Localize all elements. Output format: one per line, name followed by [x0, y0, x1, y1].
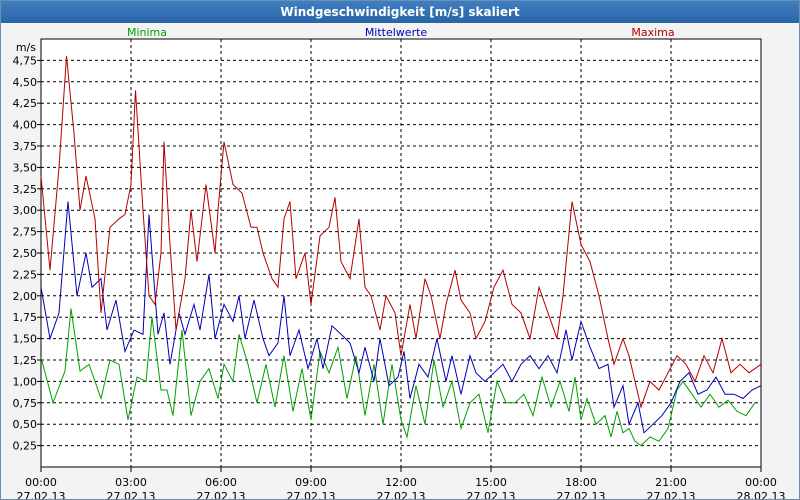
- series-lines: [40, 56, 762, 447]
- x-tick-time: 00:00: [745, 476, 777, 489]
- y-tick-label: 1,50: [13, 333, 38, 346]
- x-tick-time: 15:00: [475, 476, 507, 489]
- y-tick-label: 2,25: [13, 268, 38, 281]
- y-tick-label: 1,00: [13, 375, 38, 388]
- x-tick-time: 21:00: [655, 476, 687, 489]
- x-tick-date: 27.02.13: [197, 490, 246, 499]
- x-tick-date: 27.02.13: [557, 490, 606, 499]
- grid-lines: [41, 39, 761, 467]
- series-line-minima: [40, 308, 756, 447]
- y-tick-label: 3,50: [13, 161, 38, 174]
- y-tick-label: 4,00: [13, 119, 38, 132]
- x-tick-date: 27.02.13: [107, 490, 156, 499]
- y-tick-label: 3,00: [13, 204, 38, 217]
- y-tick-label: 1,75: [13, 311, 38, 324]
- x-tick-date: 27.02.13: [377, 490, 426, 499]
- x-tick-time: 18:00: [565, 476, 597, 489]
- x-tick-date: 28.02.13: [737, 490, 786, 499]
- x-tick-date: 27.02.13: [467, 490, 516, 499]
- line-chart: 0,25 0,50 0,75 1,00 1,25 1,50 1,75 2,00 2,25 2,50…: [13, 26, 786, 499]
- x-tick-time: 12:00: [385, 476, 417, 489]
- x-tick-time: 00:00: [25, 476, 57, 489]
- legend: Minima Mittelwerte Maxima: [127, 26, 675, 39]
- legend-item-minima: Minima: [127, 26, 167, 39]
- x-tick-date: 27.02.13: [647, 490, 696, 499]
- series-line-mittelwerte: [40, 201, 762, 434]
- legend-item-mittelwerte: Mittelwerte: [365, 26, 428, 39]
- chart-title: Windgeschwindigkeit [m/s] skaliert: [1, 1, 799, 23]
- y-tick-label: 4,75: [13, 54, 38, 67]
- x-tick-date: 27.02.13: [17, 490, 66, 499]
- y-tick-label: 3,25: [13, 183, 38, 196]
- y-tick-label: 1,25: [13, 354, 38, 367]
- x-tick-time: 06:00: [205, 476, 237, 489]
- y-tick-label: 3,75: [13, 140, 38, 153]
- y-tick-label: 2,75: [13, 226, 38, 239]
- series-line-maxima: [40, 56, 762, 409]
- y-tick-label: 0,50: [13, 418, 38, 431]
- y-tick-label: 2,50: [13, 247, 38, 260]
- x-tick-time: 03:00: [115, 476, 147, 489]
- x-tick-date: 27.02.13: [287, 490, 336, 499]
- y-tick-label: 4,25: [13, 97, 38, 110]
- y-tick-label: 4,50: [13, 76, 38, 89]
- y-tick-label: 0,75: [13, 397, 38, 410]
- y-axis-unit: m/s: [16, 41, 36, 54]
- y-tick-label: 2,00: [13, 290, 38, 303]
- y-tick-label: 0,25: [13, 440, 38, 453]
- axis-ticks: 0,25 0,50 0,75 1,00 1,25 1,50 1,75 2,00 2,25 2,50…: [13, 54, 786, 499]
- legend-item-maxima: Maxima: [631, 26, 674, 39]
- x-tick-time: 09:00: [295, 476, 327, 489]
